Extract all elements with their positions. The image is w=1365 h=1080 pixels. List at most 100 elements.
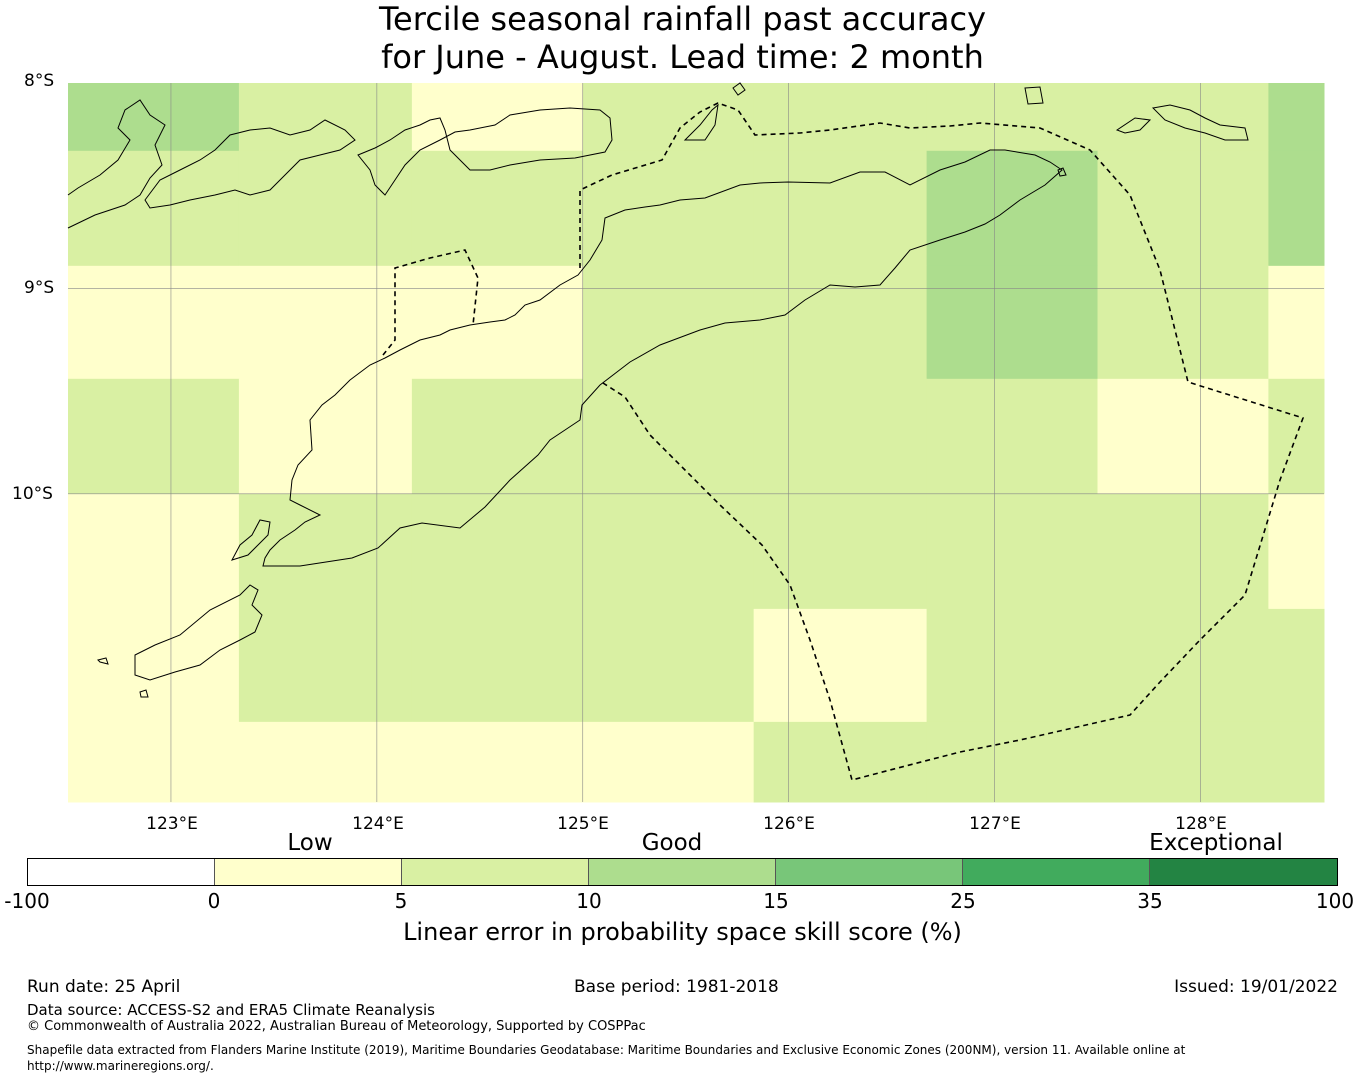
- legend-category-good: Good: [641, 830, 703, 856]
- skill-cell-good: [1268, 721, 1325, 803]
- skill-cell-good: [753, 150, 928, 267]
- maritime-boundaries: [382, 102, 1305, 781]
- colorbar-segment: [776, 859, 963, 885]
- eez-boundary-main: [579, 102, 1305, 781]
- skill-cell-good: [753, 378, 928, 495]
- skill-cell-good: [753, 265, 928, 380]
- skill-cell-good: [753, 83, 928, 152]
- skill-cell-good: [582, 608, 755, 723]
- colorbar-segment: [1150, 859, 1337, 885]
- coastline-small-island-3: [1024, 86, 1044, 105]
- title-line-2: for June - August. Lead time: 2 month: [381, 38, 984, 76]
- lon-label-128e: 128°E: [1175, 814, 1227, 834]
- coastline-flores-2: [144, 119, 356, 209]
- skill-cell-low: [753, 608, 928, 723]
- lon-label-126e: 126°E: [763, 814, 815, 834]
- colorbar-segment: [589, 859, 776, 885]
- skill-cell-good: [582, 378, 755, 495]
- skill-cell-good_plus: [926, 265, 1099, 380]
- skill-grid-cells: [68, 83, 1325, 803]
- skill-cell-good: [411, 608, 584, 723]
- colorbar: [27, 858, 1338, 886]
- skill-cell-good: [582, 83, 755, 152]
- lon-label-127e: 127°E: [969, 814, 1021, 834]
- lat-label-9s: 9°S: [24, 278, 55, 298]
- skill-cell-low: [68, 493, 240, 610]
- skill-cell-good: [582, 150, 755, 267]
- colorbar-tick: 5: [394, 889, 408, 913]
- skill-cell-low: [68, 265, 240, 380]
- skill-cell-good_plus: [1268, 83, 1325, 152]
- skill-cell-good: [1268, 608, 1325, 723]
- coastline-babar: [1115, 117, 1152, 134]
- skill-cell-low: [238, 378, 413, 495]
- colorbar-label: Linear error in probability space skill …: [403, 918, 962, 946]
- run-date: Run date: 25 April: [27, 977, 181, 997]
- coastline-wetar: [683, 103, 719, 141]
- skill-cell-good: [1097, 150, 1269, 267]
- skill-cell-low: [68, 721, 240, 803]
- skill-cell-good: [926, 721, 1099, 803]
- skill-cell-good: [68, 378, 240, 495]
- skill-cell-low: [238, 265, 413, 380]
- title-line-1: Tercile seasonal rainfall past accuracy: [378, 0, 987, 38]
- skill-cell-good: [238, 83, 413, 152]
- skill-cell-good: [926, 608, 1099, 723]
- colorbar-tick: -100: [4, 889, 50, 913]
- colorbar-tick: 0: [207, 889, 221, 913]
- chart-title: Tercile seasonal rainfall past accuracy …: [0, 0, 1365, 76]
- skill-cell-good: [68, 150, 240, 267]
- colorbar-tick: 25: [950, 889, 976, 913]
- coastline-alor: [357, 107, 613, 196]
- skill-cell-good: [753, 493, 928, 610]
- colorbar-segment: [402, 859, 589, 885]
- base-period: Base period: 1981-2018: [574, 977, 779, 997]
- colorbar-tick: 100: [1315, 889, 1355, 913]
- skill-cell-low: [582, 721, 755, 803]
- coastline-flores: [67, 99, 166, 229]
- colorbar-segment: [28, 859, 215, 885]
- legend-category-low: Low: [287, 830, 333, 856]
- skill-cell-good_plus: [1268, 150, 1325, 267]
- skill-cell-good: [926, 378, 1099, 495]
- coastline-rote-south: [134, 584, 263, 681]
- coastline-small-island-5: [732, 82, 746, 96]
- shapefile-credit-line1: Shapefile data extracted from Flanders M…: [27, 1043, 1186, 1057]
- skill-cell-good: [753, 721, 928, 803]
- coastline-babar-2: [1151, 104, 1249, 141]
- skill-map: [67, 82, 1325, 803]
- skill-cell-low: [1268, 265, 1325, 380]
- coastline-rote: [230, 519, 271, 561]
- skill-cell-good: [926, 83, 1099, 152]
- issued-date: Issued: 19/01/2022: [1174, 977, 1338, 997]
- colorbar-segment: [963, 859, 1150, 885]
- skill-cell-good_plus: [926, 150, 1099, 267]
- coastline-timor: [262, 149, 1063, 567]
- skill-cell-good: [926, 493, 1099, 610]
- skill-cell-good: [1097, 721, 1269, 803]
- skill-cell-good: [1097, 83, 1269, 152]
- skill-cell-good: [238, 493, 413, 610]
- colorbar-tick: 10: [576, 889, 602, 913]
- skill-cell-good: [411, 493, 584, 610]
- eez-boundary-oecusse: [382, 249, 479, 356]
- colorbar-tick: 35: [1137, 889, 1163, 913]
- lat-label-8s: 8°S: [24, 71, 55, 91]
- coastline-small-island-4: [1057, 167, 1067, 177]
- coastline-small-island-2: [139, 689, 149, 698]
- skill-cell-good: [411, 378, 584, 495]
- skill-cell-low: [238, 721, 413, 803]
- coastlines: [67, 82, 1249, 698]
- skill-cell-good: [411, 150, 584, 267]
- skill-cell-low: [68, 608, 240, 723]
- shapefile-credit-line2: http://www.marineregions.org/.: [27, 1059, 214, 1073]
- skill-cell-low: [1268, 493, 1325, 610]
- skill-cell-low: [411, 721, 584, 803]
- lon-label-124e: 124°E: [352, 814, 404, 834]
- colorbar-segment: [215, 859, 402, 885]
- skill-cell-good: [1097, 608, 1269, 723]
- colorbar-tick: 15: [763, 889, 789, 913]
- skill-cell-good: [238, 150, 413, 267]
- skill-cell-good: [582, 493, 755, 610]
- map-gridlines: [68, 83, 1324, 802]
